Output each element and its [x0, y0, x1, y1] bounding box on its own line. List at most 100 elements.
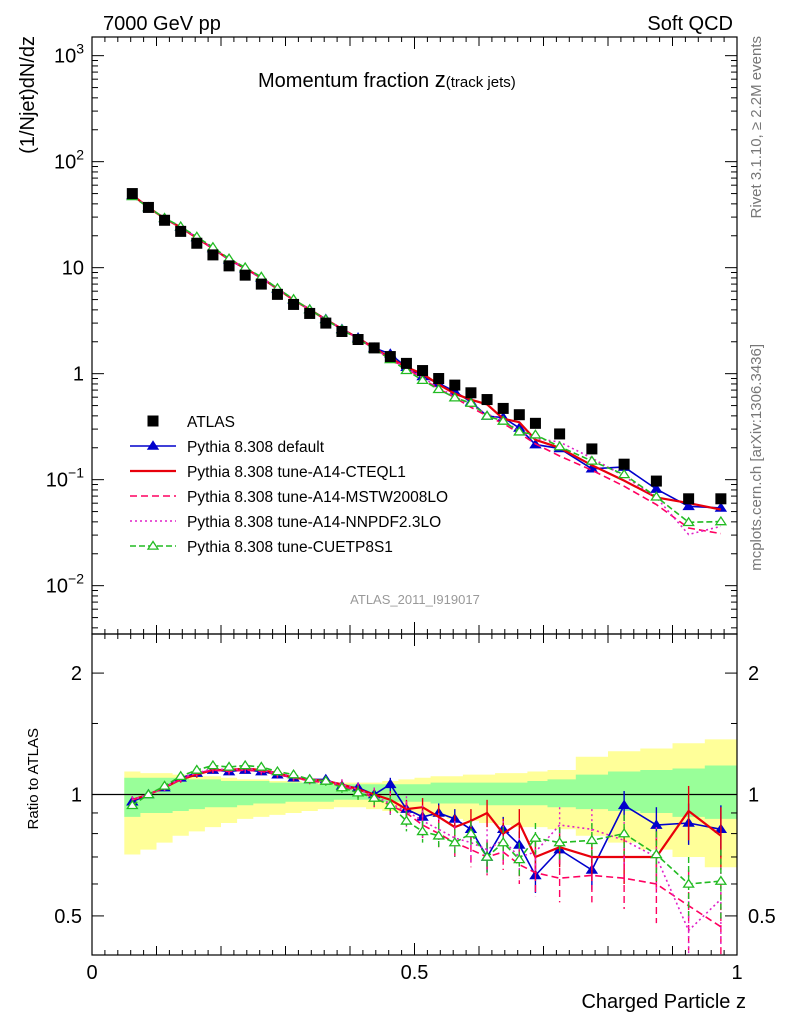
point-pythia-8-308-tune-cuetp8s1	[432, 383, 445, 394]
ratio-line-pythia-8-308-tune-a14-nnpdf2-3lo	[132, 767, 722, 932]
y-tick-label: 102	[54, 147, 84, 174]
ratio-point-pythia-8-308-default	[617, 799, 631, 810]
atlas-point	[481, 394, 493, 406]
atlas-point	[288, 298, 300, 310]
ratio-tick-label-left: 1	[71, 785, 82, 807]
legend-label: Pythia 8.308 default	[187, 439, 325, 456]
atlas-point	[159, 214, 171, 226]
point-pythia-8-308-tune-cuetp8s1	[416, 374, 429, 385]
ratio-point-pythia-8-308-tune-cuetp8s1	[335, 781, 349, 792]
ratio-point-pythia-8-308-tune-cuetp8s1	[650, 848, 663, 859]
line-pythia-8-308-tune-a14-cteql1	[131, 194, 722, 511]
energy-label: 7000 GeV pp	[103, 13, 221, 35]
atlas-point	[352, 334, 364, 346]
atlas-point	[175, 225, 187, 237]
point-pythia-8-308-tune-cuetp8s1	[553, 440, 566, 451]
legend-entry-pythia-8-308-tune-a14-nnpdf2-3lo: Pythia 8.308 tune-A14-NNPDF2.3LO	[130, 514, 441, 531]
atlas-point	[433, 373, 445, 385]
point-pythia-8-308-tune-cuetp8s1	[585, 455, 599, 465]
ratio-point-pythia-8-308-tune-cuetp8s1	[448, 836, 462, 847]
ratio-point-pythia-8-308-tune-cuetp8s1	[238, 759, 252, 770]
series-pythia-8-308-tune-a14-mstw2008lo	[131, 194, 722, 535]
point-pythia-8-308-tune-cuetp8s1	[714, 515, 728, 526]
ratio-point-pythia-8-308-tune-cuetp8s1	[206, 759, 220, 770]
legend-marker	[146, 440, 160, 450]
plot-title-subscript: (track jets)	[446, 74, 516, 91]
ratio-point-pythia-8-308-tune-cuetp8s1	[255, 761, 268, 771]
atlas-point	[683, 493, 695, 505]
ratio-point-pythia-8-308-tune-cuetp8s1	[617, 827, 631, 838]
point-pythia-8-308-tune-cuetp8s1	[448, 392, 462, 402]
point-pythia-8-308-tune-cuetp8s1	[650, 491, 663, 501]
y-tick-label: 1	[73, 364, 84, 386]
legend-label: ATLAS	[187, 414, 235, 431]
point-pythia-8-308-tune-cuetp8s1	[529, 429, 542, 439]
ratio-point-pythia-8-308-tune-cuetp8s1	[513, 853, 526, 864]
process-label: Soft QCD	[647, 13, 733, 35]
ratio-tick-label-right: 1	[748, 785, 759, 807]
ratio-uncertainty-bands	[124, 739, 737, 868]
legend-label: Pythia 8.308 tune-CUETP8S1	[187, 539, 393, 556]
atlas-point	[384, 351, 396, 363]
y-tick-label: 103	[54, 41, 84, 68]
ratio-point-pythia-8-308-tune-cuetp8s1	[303, 773, 316, 784]
ratio-point-pythia-8-308-tune-cuetp8s1	[287, 768, 300, 779]
point-pythia-8-308-tune-cuetp8s1	[400, 364, 413, 375]
ratio-tick-label-right: 0.5	[748, 906, 776, 928]
point-pythia-8-308-tune-cuetp8s1	[513, 426, 526, 436]
ratio-tick-label-right: 2	[748, 663, 759, 685]
legend-entry-atlas: ATLAS	[147, 414, 235, 431]
legend-entry-pythia-8-308-tune-cuetp8s1: Pythia 8.308 tune-CUETP8S1	[130, 539, 393, 556]
atlas-point	[529, 417, 541, 429]
ratio-point-pythia-8-308-tune-cuetp8s1	[367, 792, 381, 802]
y-tick-label: 10−2	[46, 571, 84, 598]
atlas-point	[497, 402, 509, 414]
ratio-point-pythia-8-308-tune-cuetp8s1	[190, 764, 204, 774]
rivet-label: Rivet 3.1.10, ≥ 2.2M events	[748, 36, 765, 219]
atlas-point	[449, 379, 461, 391]
x-tick-label: 0	[86, 962, 97, 984]
ratio-point-pythia-8-308-tune-cuetp8s1	[432, 830, 445, 840]
legend-entry-pythia-8-308-default: Pythia 8.308 default	[130, 439, 325, 456]
point-pythia-8-308-default	[682, 500, 695, 511]
legend-label: Pythia 8.308 tune-A14-NNPDF2.3LO	[187, 514, 441, 531]
axis-ticks	[91, 37, 738, 956]
ratio-point-pythia-8-308-tune-cuetp8s1	[400, 815, 413, 825]
ratio-point-pythia-8-308-tune-cuetp8s1	[585, 834, 599, 845]
atlas-point	[400, 357, 412, 369]
plot-title-main: Momentum fraction	[258, 70, 435, 92]
ratio-point-pythia-8-308-tune-cuetp8s1	[126, 799, 139, 810]
legend-label: Pythia 8.308 tune-A14-MSTW2008LO	[187, 489, 448, 506]
ratio-tick-label-left: 0.5	[54, 906, 82, 928]
legend-entry-pythia-8-308-tune-a14-cteql1: Pythia 8.308 tune-A14-CTEQL1	[130, 464, 406, 481]
point-pythia-8-308-tune-cuetp8s1	[480, 410, 494, 420]
ratio-point-pythia-8-308-tune-cuetp8s1	[480, 851, 494, 861]
atlas-point	[513, 409, 525, 421]
plot-title-variable: z	[435, 67, 446, 92]
plot-title: Momentum fraction z(track jets)	[258, 67, 516, 92]
series-pythia-8-308-tune-a14-cteql1	[131, 194, 722, 511]
atlas-point	[191, 237, 203, 249]
atlas-point	[142, 201, 154, 213]
legend-marker	[146, 540, 160, 550]
mcplots-label: mcplots.cern.ch [arXiv:1306.3436]	[748, 344, 765, 571]
x-tick-label: 1	[731, 962, 742, 984]
atlas-point	[336, 325, 348, 337]
atlas-point	[618, 458, 630, 470]
line-pythia-8-308-tune-a14-nnpdf2-3lo	[131, 194, 722, 536]
atlas-point	[417, 365, 429, 377]
legend-label: Pythia 8.308 tune-A14-CTEQL1	[187, 464, 406, 481]
atlas-point	[586, 443, 598, 455]
atlas-point	[239, 269, 251, 281]
ratio-point-pythia-8-308-tune-cuetp8s1	[319, 775, 333, 785]
legend-marker	[147, 415, 159, 427]
atlas-point	[304, 307, 316, 319]
ratio-point-pythia-8-308-tune-cuetp8s1	[158, 780, 171, 790]
atlas-point	[554, 428, 566, 440]
atlas-point	[271, 288, 283, 300]
atlas-point	[715, 493, 727, 505]
atlas-point	[320, 317, 332, 329]
atlas-point	[368, 342, 380, 354]
ratio-point-pythia-8-308-tune-cuetp8s1	[174, 770, 187, 781]
